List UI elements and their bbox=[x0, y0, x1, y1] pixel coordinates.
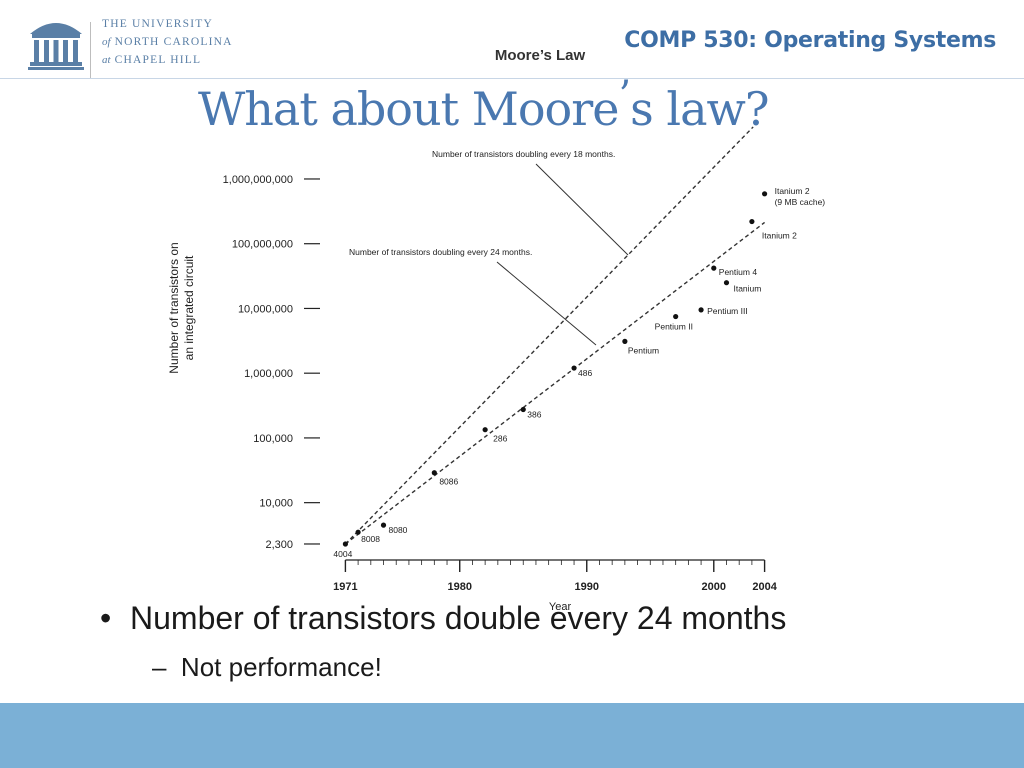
unc-logo bbox=[24, 10, 264, 78]
data-point-label: 4004 bbox=[333, 549, 352, 559]
data-point bbox=[723, 280, 730, 286]
sub-bullet-item: – Not performance! bbox=[152, 652, 382, 683]
course-title: COMP 530: Operating Systems bbox=[624, 28, 996, 53]
y-axis: 1,000,000,000 100,000,000 10,000,000 1,000,… bbox=[223, 174, 320, 551]
data-point bbox=[571, 365, 577, 371]
data-point-label: 8086 bbox=[439, 477, 458, 487]
data-point bbox=[698, 307, 704, 313]
data-point bbox=[355, 529, 361, 535]
x-axis: 1971 1980 1990 2000 2004 bbox=[333, 559, 778, 593]
x-tick-label: 1971 bbox=[333, 581, 357, 593]
data-points: 4004 8008 8080 8086 286 386 486 Pentium Pentium … bbox=[333, 186, 825, 559]
bullet-list: • Number of transistors double every 24 m… bbox=[100, 600, 786, 682]
y-tick-label: 1,000,000,000 bbox=[223, 174, 293, 186]
moores-law-chart: Moore’s Law 1,000,000,000 100,000,000 10,0… bbox=[167, 47, 825, 613]
data-point-label: (9 MB cache) bbox=[775, 197, 826, 207]
data-point-label: Itanium bbox=[733, 284, 761, 294]
university-line-2: of NORTH CAROLINA bbox=[102, 36, 233, 48]
bullet-symbol: • bbox=[100, 600, 112, 636]
header-rule bbox=[0, 78, 1024, 79]
x-tick-label: 1990 bbox=[575, 581, 599, 593]
data-point bbox=[482, 427, 488, 433]
bullet-item: • Number of transistors double every 24 m… bbox=[100, 600, 786, 637]
y-axis-label-line-2: an integrated circuit bbox=[182, 255, 196, 360]
data-point-label: Pentium bbox=[628, 345, 659, 355]
y-tick-label: 2,300 bbox=[265, 539, 293, 551]
data-point-label: Pentium III bbox=[707, 306, 748, 316]
data-point bbox=[673, 313, 679, 320]
slide-title: What about Moore’s law? bbox=[198, 73, 770, 136]
y-tick-label: 100,000 bbox=[253, 433, 293, 445]
old-well-icon bbox=[28, 23, 84, 70]
y-tick-label: 100,000,000 bbox=[232, 239, 293, 251]
sub-bullet-text: Not performance! bbox=[180, 652, 382, 682]
trend-line-label: Number of transistors doubling every 18 … bbox=[432, 149, 615, 159]
data-point bbox=[431, 470, 437, 476]
trend-lines: Number of transistors doubling every 18 … bbox=[344, 126, 766, 545]
university-line-1: THE UNIVERSITY bbox=[102, 18, 214, 30]
data-point bbox=[342, 541, 349, 547]
x-tick-label: 1980 bbox=[447, 581, 471, 593]
y-axis-label-line-1: Number of transistors on bbox=[167, 242, 181, 373]
y-axis-label: Number of transistors on an integrated c… bbox=[167, 242, 196, 373]
logo-divider bbox=[90, 22, 91, 78]
y-tick-label: 10,000,000 bbox=[238, 303, 293, 315]
dash-symbol: – bbox=[152, 652, 167, 682]
footer-bar bbox=[0, 703, 1024, 768]
x-tick-label: 2004 bbox=[752, 581, 777, 593]
bullet-text: Number of transistors double every 24 mo… bbox=[130, 600, 787, 636]
data-point-label: 8008 bbox=[361, 534, 380, 544]
annotation-pointer bbox=[496, 261, 597, 346]
slide-header: THE UNIVERSITY of NORTH CAROLINA at CHAP… bbox=[0, 0, 1024, 80]
chart-title: Moore’s Law bbox=[495, 47, 586, 64]
y-tick-label: 1,000,000 bbox=[244, 368, 293, 380]
x-tick-label: 2000 bbox=[702, 581, 726, 593]
university-line-3: at CHAPEL HILL bbox=[102, 54, 202, 66]
data-point bbox=[380, 522, 387, 528]
data-point bbox=[711, 265, 717, 271]
trend-line-label: Number of transistors doubling every 24 … bbox=[349, 247, 532, 257]
x-axis-label: Year bbox=[549, 601, 572, 613]
trend-line bbox=[344, 126, 754, 545]
data-point bbox=[761, 191, 768, 197]
data-point-label: 486 bbox=[578, 368, 592, 378]
data-point-label: Pentium 4 bbox=[719, 267, 758, 277]
data-point-label: 386 bbox=[527, 409, 541, 419]
data-point-label: 286 bbox=[493, 434, 507, 444]
y-tick-label: 10,000 bbox=[259, 498, 293, 510]
data-point bbox=[520, 406, 526, 413]
trend-line bbox=[344, 221, 766, 545]
data-point bbox=[622, 338, 628, 344]
annotation-pointer bbox=[535, 163, 629, 256]
data-point-label: Itanium 2 bbox=[762, 231, 797, 241]
data-point-label: Pentium II bbox=[655, 322, 693, 332]
data-point-label: Itanium 2 bbox=[775, 186, 810, 196]
data-point bbox=[749, 218, 755, 225]
data-point-label: 8080 bbox=[389, 525, 408, 535]
